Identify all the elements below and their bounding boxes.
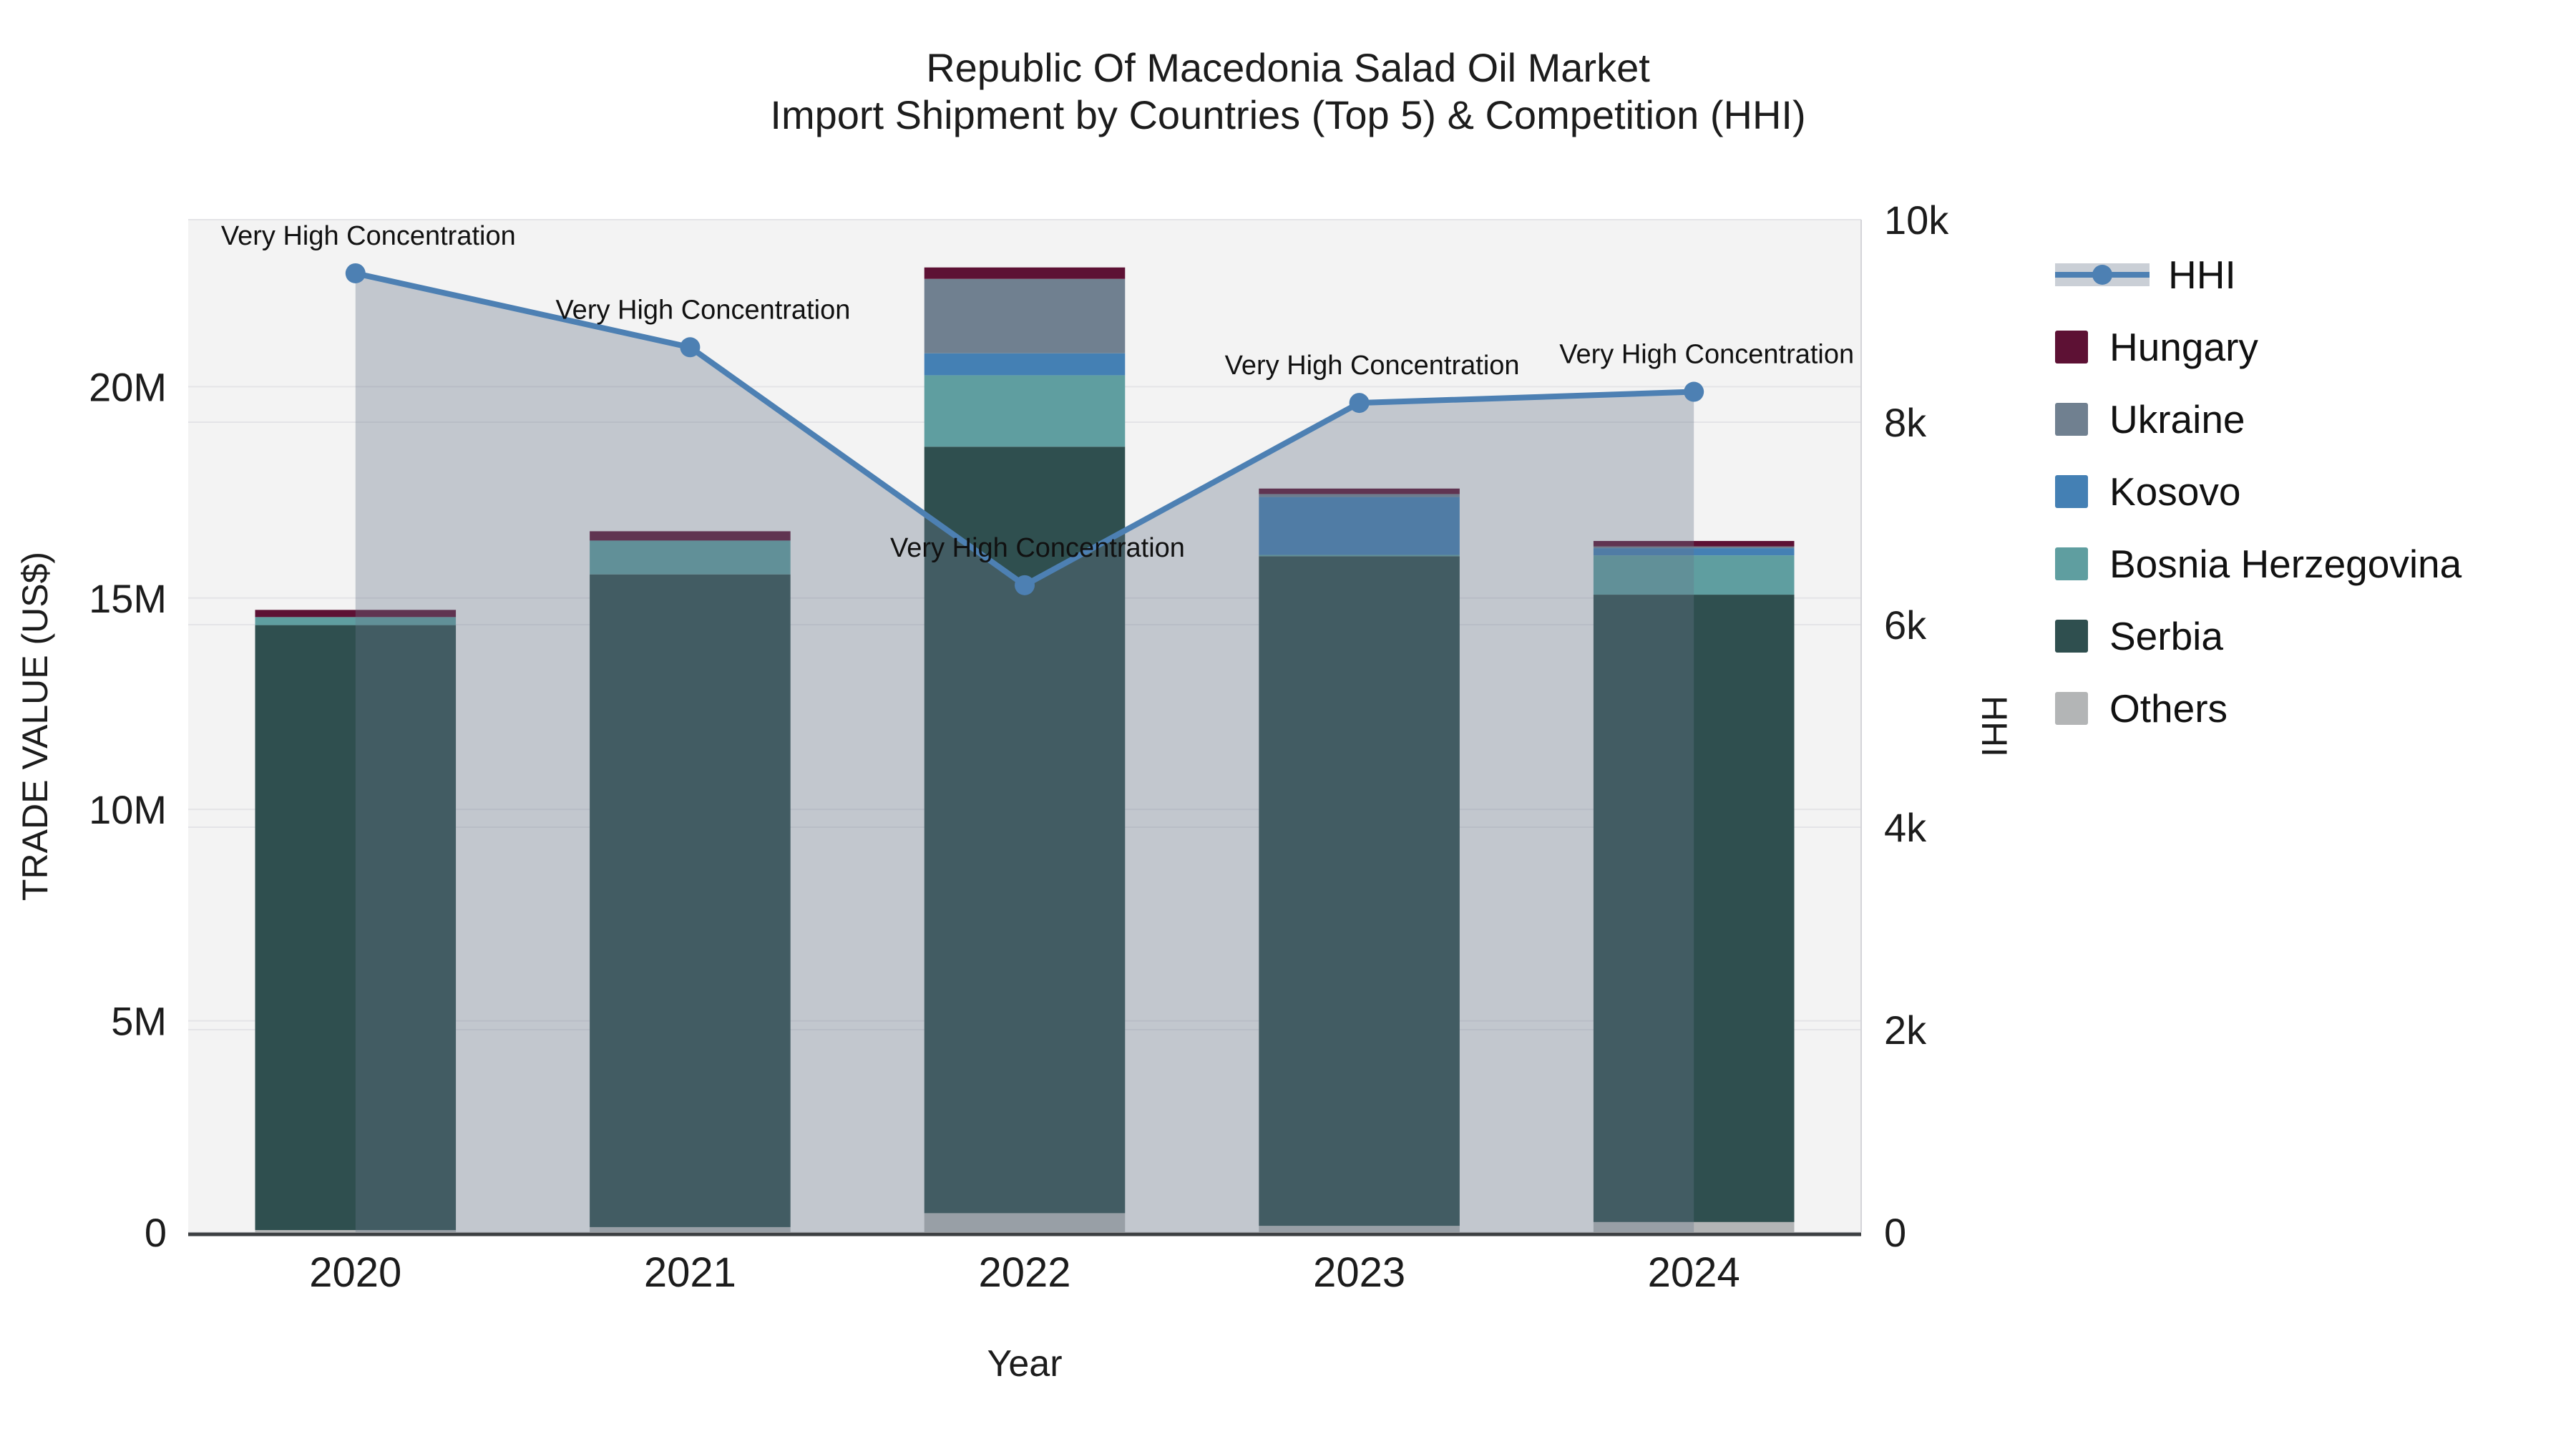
bar-segment-2022-serbia[interactable] xyxy=(924,447,1126,1214)
chart-subtitle: Import Shipment by Countries (Top 5) & C… xyxy=(770,92,1806,137)
legend-item-ukraine[interactable]: Ukraine xyxy=(2055,396,2462,442)
y-left-tick-15M: 15M xyxy=(89,576,167,621)
annotation-2021: Very High Concentration xyxy=(555,295,850,325)
legend-label: Serbia xyxy=(2109,614,2223,658)
hhi-marker-2022[interactable] xyxy=(1015,575,1035,595)
bar-segment-2023-kosovo[interactable] xyxy=(1259,497,1460,555)
legend-label: Bosnia Herzegovina xyxy=(2109,542,2462,586)
x-axis-title: Year xyxy=(987,1343,1063,1385)
bar-segment-2024-hungary[interactable] xyxy=(1593,541,1795,547)
legend-label: HHI xyxy=(2168,253,2236,297)
hhi-area xyxy=(355,273,1694,1232)
legend-item-serbia[interactable]: Serbia xyxy=(2055,613,2462,659)
bar-segment-2023-hungary[interactable] xyxy=(1259,488,1460,494)
legend-label: Kosovo xyxy=(2109,469,2241,514)
x-tick-2023: 2023 xyxy=(1313,1249,1405,1296)
bar-segment-2021-hungary[interactable] xyxy=(590,531,791,541)
bar-segment-2022-bosnia-herzegovina[interactable] xyxy=(924,375,1126,447)
bar-segment-2024-ukraine[interactable] xyxy=(1593,546,1795,549)
chart-title: Republic Of Macedonia Salad Oil Market xyxy=(926,45,1650,90)
y-left-tick-0: 0 xyxy=(145,1210,167,1255)
bar-segment-2024-kosovo[interactable] xyxy=(1593,548,1795,556)
bar-segment-2024-serbia[interactable] xyxy=(1593,595,1795,1222)
hhi-marker-2023[interactable] xyxy=(1349,393,1370,414)
bar-segment-2024-others[interactable] xyxy=(1593,1221,1795,1232)
y-left-tick-10M: 10M xyxy=(89,787,167,832)
legend-item-others[interactable]: Others xyxy=(2055,686,2462,731)
bar-segment-2022-ukraine[interactable] xyxy=(924,278,1126,353)
legend-item-kosovo[interactable]: Kosovo xyxy=(2055,469,2462,514)
y-right-tick-10k: 10k xyxy=(1884,197,1949,243)
y-right-tick-8k: 8k xyxy=(1884,400,1927,445)
legend-swatch-others xyxy=(2055,692,2088,725)
legend-item-hungary[interactable]: Hungary xyxy=(2055,324,2462,370)
y-left-tick-20M: 20M xyxy=(89,364,167,409)
y-axis-title-left: TRADE VALUE (US$) xyxy=(15,551,55,902)
bar-segment-2021-serbia[interactable] xyxy=(590,574,791,1227)
bar-segment-2023-others[interactable] xyxy=(1259,1226,1460,1232)
legend-label: Hungary xyxy=(2109,325,2258,369)
y-right-tick-6k: 6k xyxy=(1884,602,1927,648)
legend-swatch-kosovo xyxy=(2055,475,2088,508)
hhi-marker-2021[interactable] xyxy=(680,337,701,358)
legend-item-hhi[interactable]: HHI xyxy=(2055,252,2462,298)
bar-segment-2022-kosovo[interactable] xyxy=(924,353,1126,376)
x-tick-2022: 2022 xyxy=(978,1249,1070,1296)
bar-segment-2020-others[interactable] xyxy=(255,1230,457,1232)
legend-swatch-ukraine xyxy=(2055,403,2088,436)
legend-label: Ukraine xyxy=(2109,397,2245,441)
bar-segment-2023-serbia[interactable] xyxy=(1259,556,1460,1226)
bar-segment-2020-hungary[interactable] xyxy=(255,610,457,618)
hhi-marker-2024[interactable] xyxy=(1684,381,1704,402)
bar-segment-2022-others[interactable] xyxy=(924,1213,1126,1232)
legend-swatch-bosnia-herzegovina xyxy=(2055,547,2088,580)
y-right-tick-4k: 4k xyxy=(1884,805,1927,850)
y-right-tick-2k: 2k xyxy=(1884,1008,1927,1053)
x-tick-2021: 2021 xyxy=(644,1249,736,1296)
annotation-2024: Very High Concentration xyxy=(1559,340,1854,370)
bar-segment-2021-others[interactable] xyxy=(590,1226,791,1232)
legend-item-bosnia-herzegovina[interactable]: Bosnia Herzegovina xyxy=(2055,541,2462,587)
bar-segment-2022-hungary[interactable] xyxy=(924,267,1126,279)
bar-segment-2023-ukraine[interactable] xyxy=(1259,494,1460,497)
x-tick-2020: 2020 xyxy=(309,1249,401,1296)
annotation-2023: Very High Concentration xyxy=(1225,351,1520,381)
legend-swatch-serbia xyxy=(2055,620,2088,653)
bar-segment-2024-bosnia-herzegovina[interactable] xyxy=(1593,555,1795,595)
bar-segment-2020-bosnia-herzegovina[interactable] xyxy=(255,617,457,625)
y-left-tick-5M: 5M xyxy=(111,999,167,1044)
hhi-marker-2020[interactable] xyxy=(345,263,366,283)
annotation-2020: Very High Concentration xyxy=(221,221,516,251)
hhi-line-legend-icon xyxy=(2055,260,2150,289)
annotation-2022: Very High Concentration xyxy=(890,533,1185,563)
legend-label: Others xyxy=(2109,686,2228,731)
bar-segment-2020-serbia[interactable] xyxy=(255,625,457,1231)
x-tick-2024: 2024 xyxy=(1648,1249,1740,1296)
y-axis-title-right: HHI xyxy=(1974,695,2014,758)
legend-swatch-hungary xyxy=(2055,331,2088,364)
bar-segment-2021-bosnia-herzegovina[interactable] xyxy=(590,540,791,575)
bar-segment-2023-bosnia-herzegovina[interactable] xyxy=(1259,555,1460,557)
legend: HHI Hungary Ukraine Kosovo Bosnia Herzegovin… xyxy=(2055,252,2462,731)
y-right-tick-0: 0 xyxy=(1884,1210,1906,1255)
